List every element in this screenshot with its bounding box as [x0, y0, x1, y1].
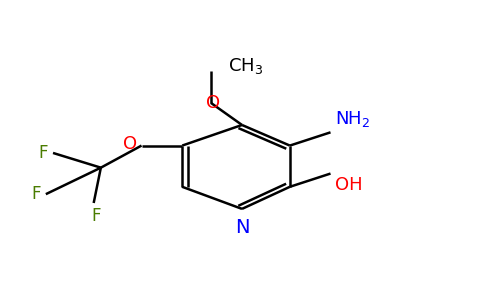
Text: F: F — [91, 207, 101, 225]
Text: OH: OH — [335, 176, 363, 194]
Text: O: O — [122, 135, 137, 153]
Text: O: O — [206, 94, 220, 112]
Text: F: F — [39, 144, 48, 162]
Text: NH$_2$: NH$_2$ — [335, 110, 371, 129]
Text: N: N — [235, 218, 249, 237]
Text: CH$_3$: CH$_3$ — [227, 56, 263, 76]
Text: F: F — [31, 185, 41, 203]
